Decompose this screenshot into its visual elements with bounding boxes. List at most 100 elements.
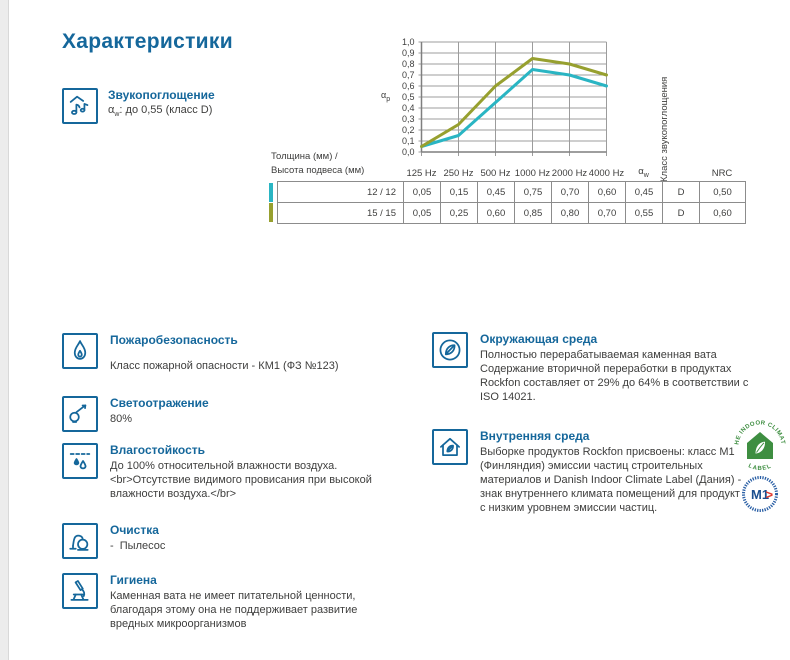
svg-text:0,2: 0,2 (402, 125, 415, 135)
alpha-w-sub: w (643, 172, 649, 179)
header-4000hz: 4000 Hz (588, 168, 625, 179)
header-nrc: NRC (711, 168, 733, 179)
feature-heading: Гигиена (110, 573, 157, 587)
page-title: Характеристики (62, 30, 233, 53)
row-label: 12 / 12 (277, 181, 404, 203)
feature-cleaning: Очистка - Пылесос (62, 523, 402, 559)
indoor-climate-label-logo: THE INDOOR CLIMATE LABEL (729, 413, 789, 480)
vacuum-cleaner-icon (62, 523, 98, 559)
feature-body: Каменная вата не имеет питательной ценно… (110, 590, 361, 630)
feature-heading: Внутренняя среда (480, 429, 590, 443)
cell-nrc: 0,50 (699, 181, 746, 203)
cell: 0,60 (477, 202, 515, 224)
svg-text:0,3: 0,3 (402, 114, 415, 124)
cell-class: D (662, 202, 700, 224)
thickness-label-line2: Высота подвеса (мм) (271, 165, 365, 176)
leaf-circle-icon (432, 332, 468, 368)
feature-body: Полностью перерабатываемая каменная вата… (480, 349, 752, 403)
m1-label: M1 (751, 487, 769, 502)
header-1000hz: 1000 Hz (514, 168, 551, 179)
flame-icon (62, 333, 98, 369)
row-marker-12-12 (269, 183, 273, 202)
feature-fire-safety: Пожаробезопасность Класс пожарной опасно… (62, 333, 402, 373)
feature-body: До 100% относительной влажности воздуха.… (110, 460, 375, 500)
svg-text:0,5: 0,5 (402, 92, 415, 102)
header-absorption-class: Класс звукопоглощения (659, 76, 670, 182)
svg-text:LABEL: LABEL (747, 463, 773, 472)
ylabel-base: α (381, 90, 387, 100)
cell: 0,70 (588, 202, 626, 224)
header-alpha-w: αw (625, 166, 662, 179)
microscope-icon (62, 573, 98, 609)
cell-alpha-w: 0,45 (625, 181, 663, 203)
alpha-w-base: α (638, 166, 644, 178)
cell: 0,60 (588, 181, 626, 203)
m1-emission-class-logo: M1 > (739, 473, 781, 520)
feature-heading: Очистка (110, 523, 159, 537)
svg-text:0,4: 0,4 (402, 103, 415, 113)
cell: 0,05 (403, 181, 441, 203)
svg-text:1,0: 1,0 (402, 37, 415, 47)
feature-body: - Пылесос (110, 540, 166, 552)
svg-text:0,1: 0,1 (402, 136, 415, 146)
lightbulb-icon (62, 396, 98, 432)
table-row: 15 / 15 0,05 0,25 0,60 0,85 0,80 0,70 0,… (277, 202, 746, 224)
feature-heading: Окружающая среда (480, 332, 598, 346)
m1-ring-text (742, 476, 778, 512)
feature-body: Выборке продуктов Rockfon присвоены: кла… (480, 446, 752, 514)
table-row: 12 / 12 0,05 0,15 0,45 0,75 0,70 0,60 0,… (277, 181, 746, 203)
indoor-climate-arc-text-bottom: LABEL (747, 463, 772, 472)
svg-text:0,7: 0,7 (402, 70, 415, 80)
header-500hz: 500 Hz (480, 168, 511, 179)
cell: 0,05 (403, 202, 441, 224)
feature-moisture-resistance: Влагостойкость До 100% относительной вла… (62, 443, 402, 501)
feature-body: Класс пожарной опасности - КМ1 (ФЗ №123) (110, 360, 339, 372)
feature-light-reflection: Светоотражение 80% (62, 396, 402, 432)
svg-text:0,9: 0,9 (402, 48, 415, 58)
header-250hz: 250 Hz (443, 168, 474, 179)
feature-hygiene: Гигиена Каменная вата не имеет питательн… (62, 573, 402, 631)
feature-heading: Светоотражение (110, 396, 209, 410)
water-drops-icon (62, 443, 98, 479)
cell: 0,15 (440, 181, 478, 203)
alpha-sub: w (114, 111, 120, 119)
cell-alpha-w: 0,55 (625, 202, 663, 224)
house-leaf-icon (432, 429, 468, 465)
cell: 0,70 (551, 181, 589, 203)
ylabel-sub: p (386, 95, 391, 103)
header-2000hz: 2000 Hz (551, 168, 588, 179)
sound-heading: Звукопоглощение (108, 88, 215, 102)
svg-text:0,6: 0,6 (402, 81, 415, 91)
alpha-symbol: α (108, 104, 115, 116)
feature-environment: Окружающая среда Полностью перерабатывае… (432, 332, 752, 404)
cell: 0,45 (477, 181, 515, 203)
music-notes-icon (62, 88, 98, 124)
thickness-label: Толщина (мм) / Высота подвеса (мм) (271, 150, 364, 178)
page-edge-strip (0, 0, 9, 660)
cell-class: D (662, 181, 700, 203)
cell-nrc: 0,60 (699, 202, 746, 224)
feature-body: 80% (110, 413, 133, 425)
feature-heading: Пожаробезопасность (110, 333, 238, 347)
sound-value-text: : до 0,55 (класс D) (119, 104, 213, 116)
absorption-table: 12 / 12 0,05 0,15 0,45 0,75 0,70 0,60 0,… (277, 181, 746, 224)
svg-text:0,8: 0,8 (402, 59, 415, 69)
chart-ylabel: αp (381, 90, 390, 103)
table-header-row: 125 Hz 250 Hz 500 Hz 1000 Hz 2000 Hz 400… (277, 162, 745, 179)
thickness-label-line1: Толщина (мм) / (271, 151, 338, 162)
sound-value: αw: до 0,55 (класс D) (108, 103, 215, 122)
cell: 0,80 (551, 202, 589, 224)
feature-indoor-environment: Внутренняя среда Выборке продуктов Rockf… (432, 429, 752, 515)
feature-sound-absorption: Звукопоглощение αw: до 0,55 (класс D) (62, 88, 215, 124)
cell: 0,25 (440, 202, 478, 224)
cell: 0,85 (514, 202, 552, 224)
m1-arrow: > (766, 487, 774, 502)
header-125hz: 125 Hz (406, 168, 437, 179)
feature-heading: Влагостойкость (110, 443, 206, 457)
row-marker-15-15 (269, 203, 273, 222)
row-label: 15 / 15 (277, 202, 404, 224)
svg-text:0,0: 0,0 (402, 147, 415, 157)
sound-absorption-chart: 1,00,90,80,70,60,50,40,30,20,10,0 (402, 37, 608, 157)
cell: 0,75 (514, 181, 552, 203)
